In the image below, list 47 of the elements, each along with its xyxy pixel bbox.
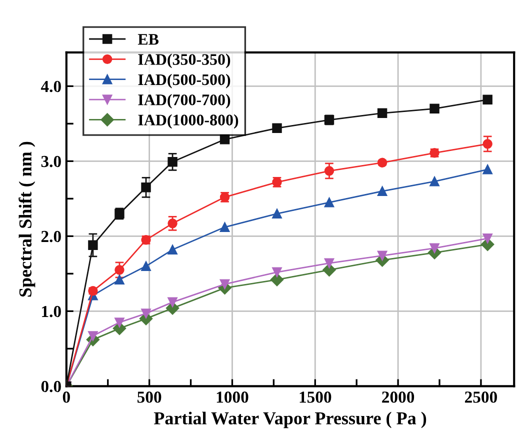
x-tick-label: 1000 bbox=[216, 392, 248, 403]
point bbox=[114, 274, 124, 285]
point bbox=[114, 318, 124, 328]
x-axis-title: Partial Water Vapor Pressure ( Pa ) bbox=[154, 412, 426, 428]
point bbox=[377, 186, 388, 196]
point bbox=[377, 250, 388, 261]
point bbox=[324, 258, 334, 268]
point bbox=[430, 243, 440, 254]
legend-label: EB bbox=[138, 34, 159, 45]
y-tick-label: 3.0 bbox=[41, 156, 61, 168]
y-tick-label: 0.0 bbox=[41, 380, 61, 392]
point bbox=[377, 108, 388, 118]
legend-label: IAD(700-700) bbox=[138, 94, 230, 109]
y-tick-label: 2.0 bbox=[41, 230, 61, 242]
legend-label: IAD(1000-800) bbox=[138, 114, 238, 129]
point bbox=[324, 166, 334, 176]
x-tick-label: 2500 bbox=[464, 392, 497, 403]
point bbox=[272, 208, 282, 219]
point bbox=[272, 267, 282, 278]
point bbox=[482, 139, 492, 149]
point bbox=[482, 164, 492, 174]
point bbox=[168, 297, 178, 308]
point bbox=[141, 308, 151, 318]
point bbox=[377, 158, 388, 168]
point bbox=[88, 240, 98, 250]
y-tick-label: 4.0 bbox=[40, 80, 61, 92]
point bbox=[168, 157, 178, 167]
point bbox=[482, 234, 492, 244]
point bbox=[430, 104, 440, 114]
point bbox=[168, 244, 178, 255]
y-axis-title: Spectral Shift ( nm ) bbox=[18, 142, 36, 297]
point bbox=[324, 198, 334, 208]
point bbox=[168, 218, 178, 228]
point bbox=[220, 222, 230, 232]
point bbox=[272, 123, 282, 134]
x-tick-label: 1500 bbox=[300, 392, 332, 403]
legend-label: IAD(350-350) bbox=[138, 54, 230, 68]
point bbox=[114, 265, 124, 275]
x-tick-label: 500 bbox=[137, 392, 162, 403]
x-tick-label: 2000 bbox=[382, 392, 414, 403]
y-tick-label: 1.0 bbox=[42, 306, 61, 318]
point bbox=[141, 182, 151, 192]
x-tick-label: 0 bbox=[62, 392, 70, 403]
point bbox=[430, 176, 440, 186]
legend-label: IAD(500-500) bbox=[138, 74, 230, 88]
point bbox=[482, 94, 492, 105]
point bbox=[141, 261, 151, 272]
